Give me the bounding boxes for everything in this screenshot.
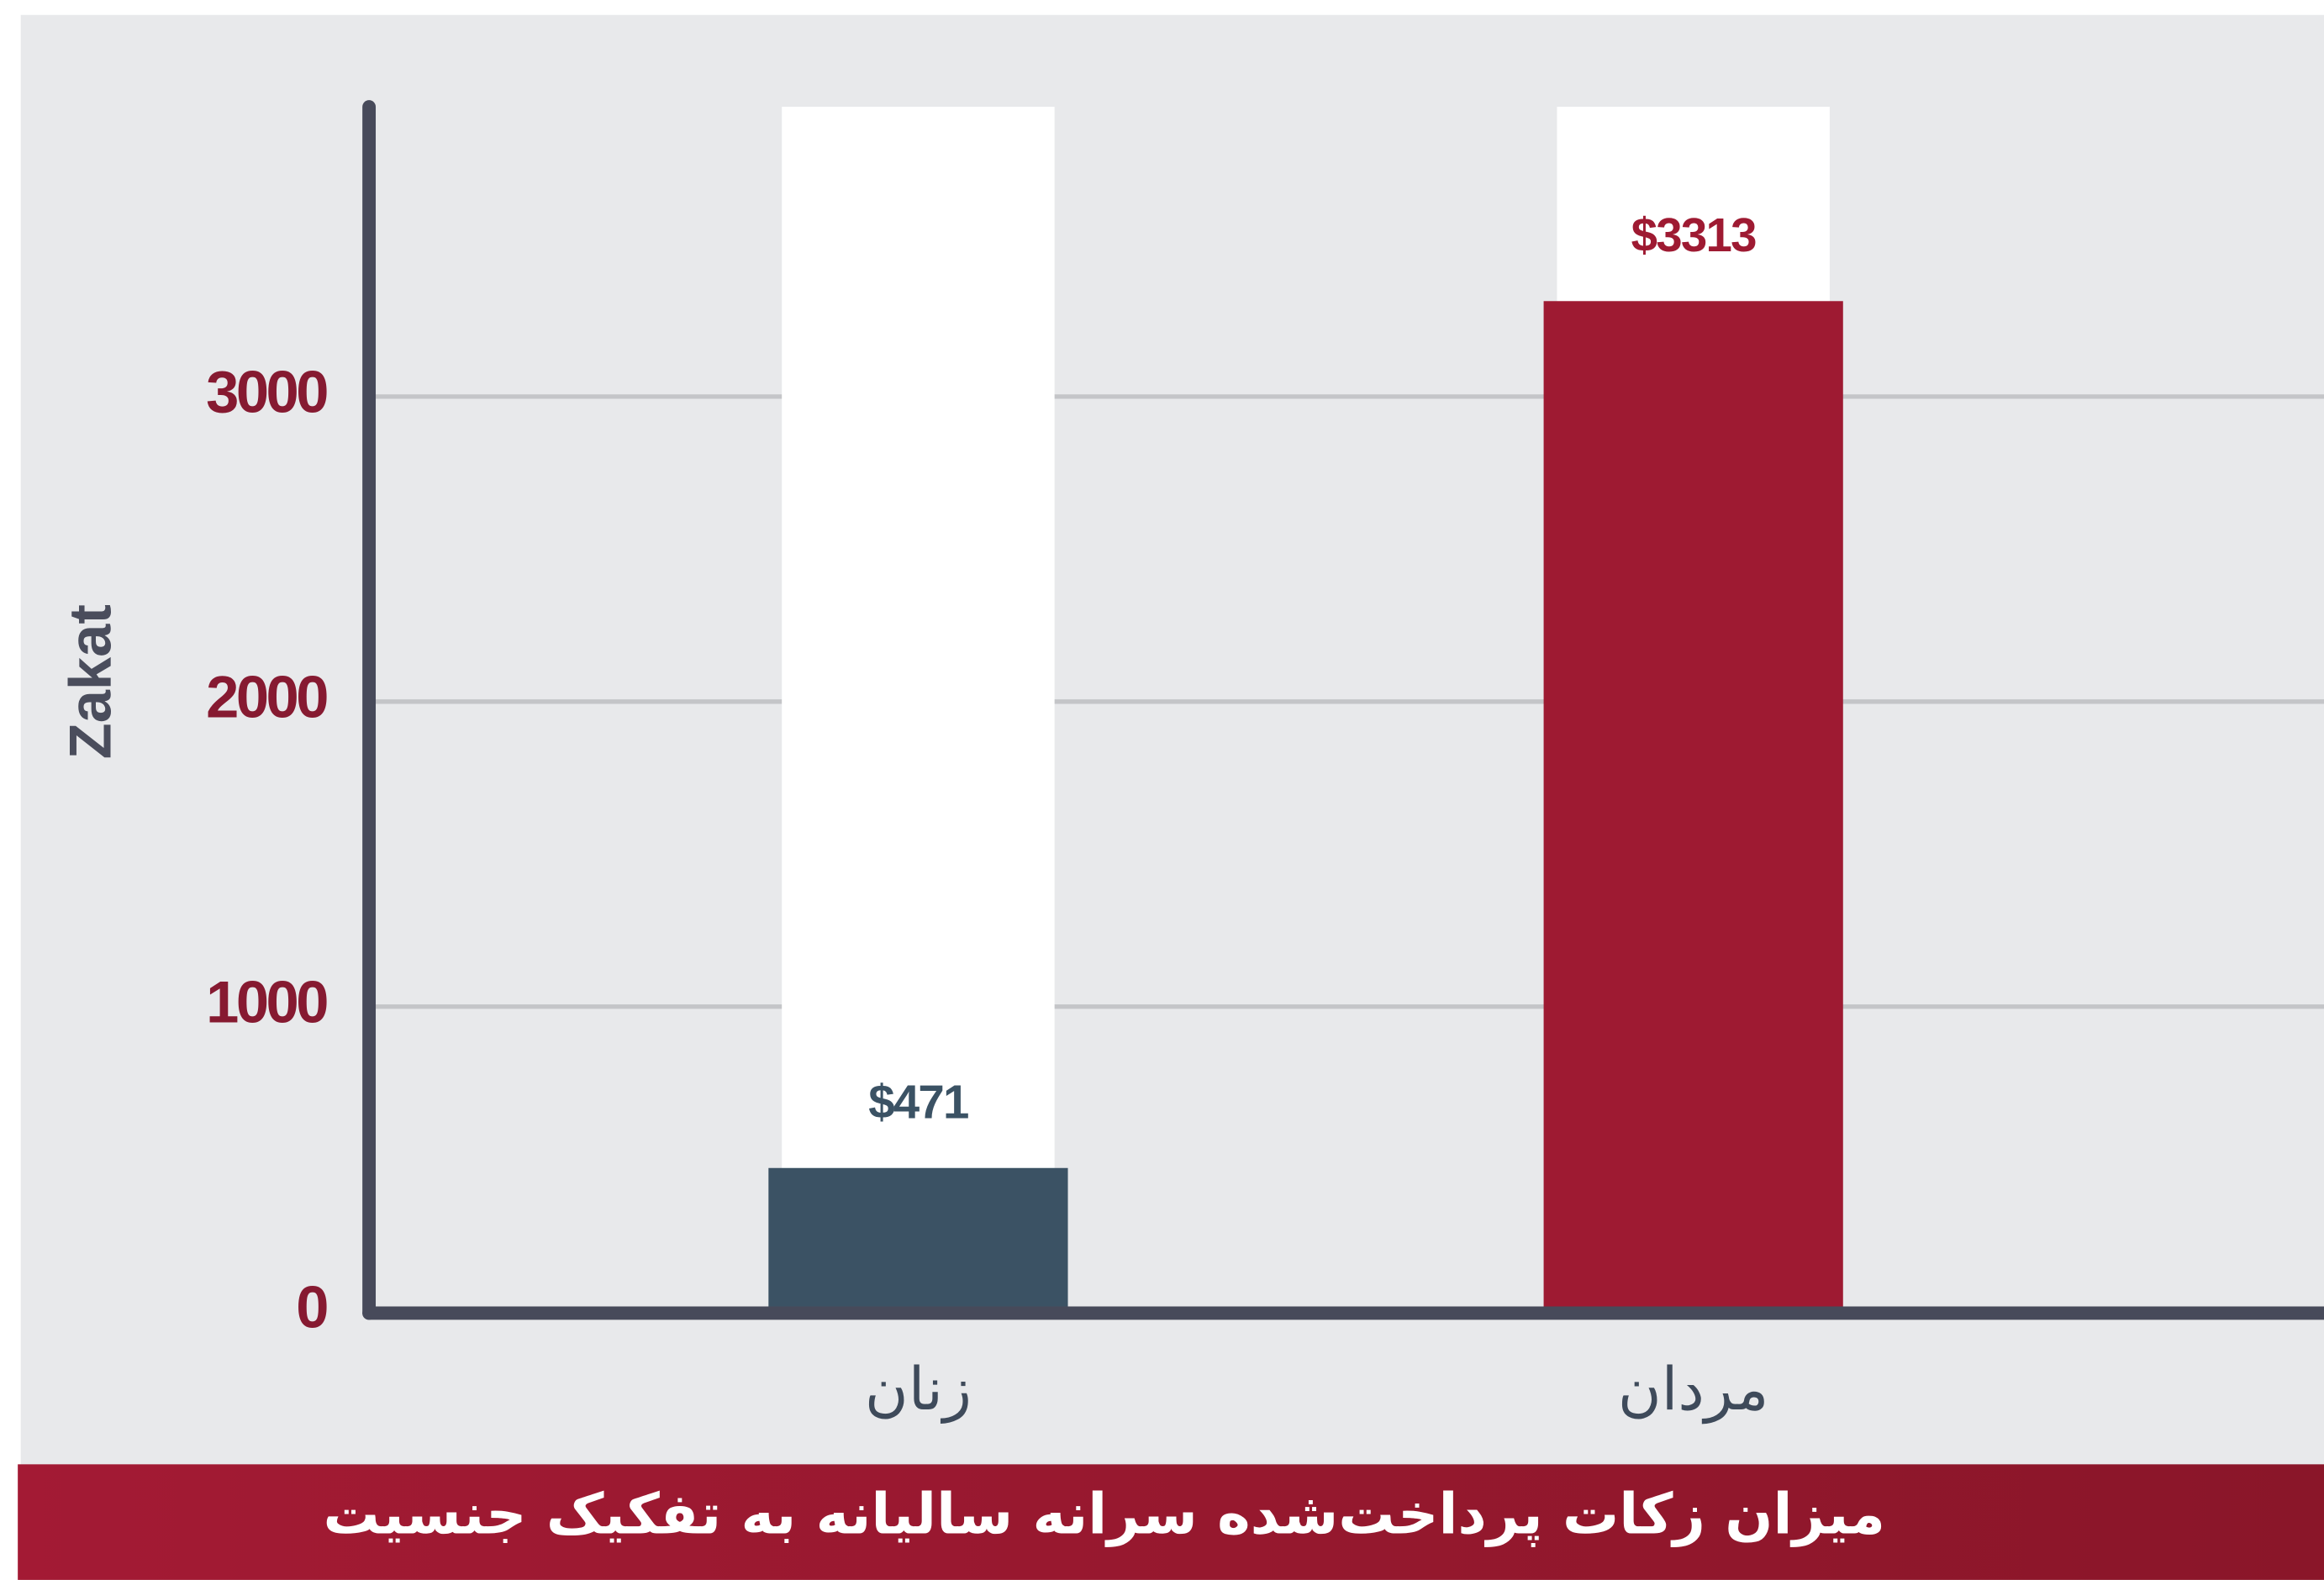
bar (1543, 301, 1843, 1312)
y-axis-label: Zakat (56, 604, 123, 759)
chart-title: میزان زکات پرداخت‌شده سرانه سالیانه به ت… (323, 1481, 1885, 1547)
y-tick-label: 1000 (206, 968, 327, 1035)
y-tick-label: 0 (296, 1273, 327, 1340)
value-label: $471 (868, 1076, 968, 1129)
y-tick-label: 3000 (206, 358, 327, 424)
bar-track (782, 107, 1055, 1312)
y-tick-label: 2000 (206, 663, 327, 729)
bar (768, 1167, 1068, 1312)
x-tick-label: مردان (1618, 1355, 1768, 1425)
grid (369, 394, 2324, 1009)
bars: $471 $3313 (768, 107, 1843, 1312)
title-banner (18, 1464, 2324, 1580)
value-label: $3313 (1631, 208, 1756, 261)
x-tick-label: زنان (865, 1355, 972, 1424)
